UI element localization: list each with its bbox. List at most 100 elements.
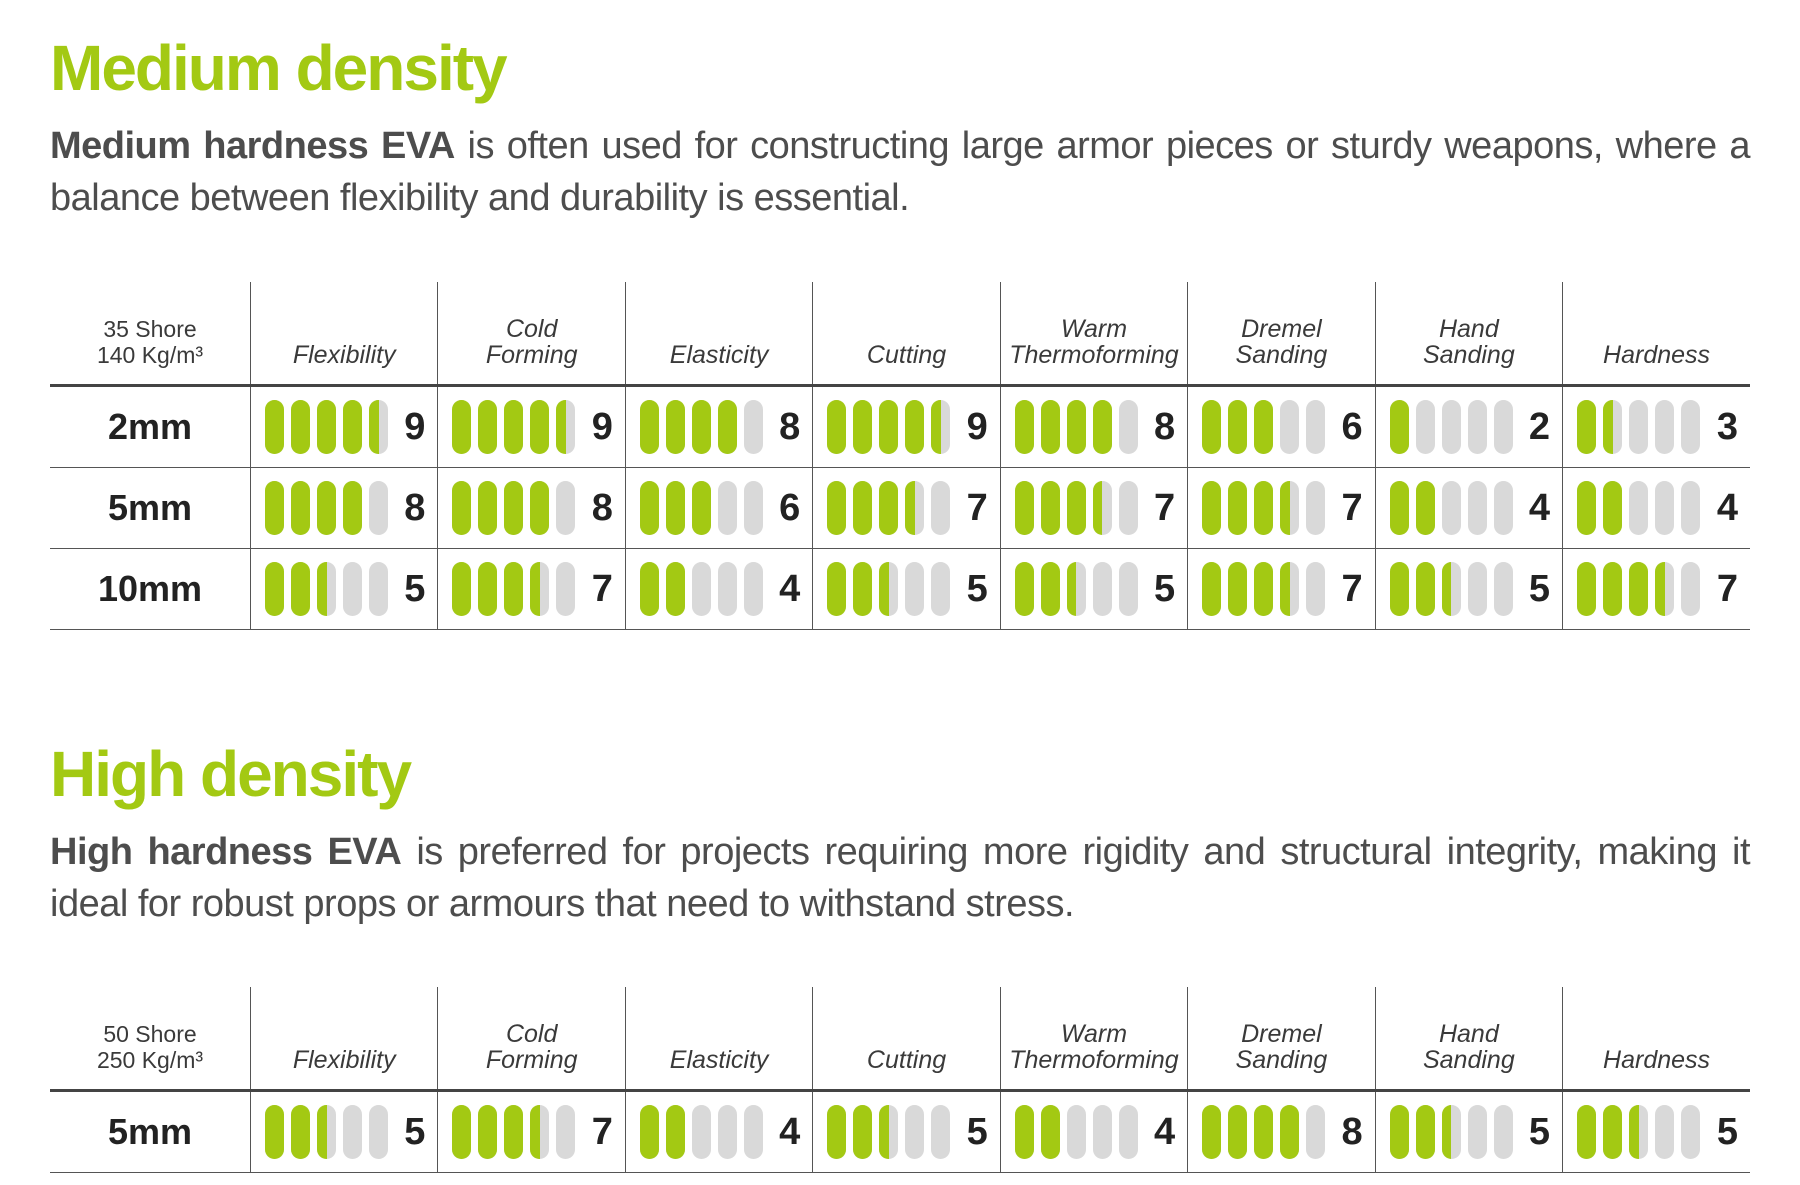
rating-segment <box>743 481 763 535</box>
rating-segment <box>639 1105 659 1159</box>
rating-segment <box>691 1105 711 1159</box>
rating-segment-fill <box>452 1105 472 1159</box>
rating: 7 <box>1563 562 1750 616</box>
column-header-line2: Elasticity <box>669 341 769 369</box>
shore-value: 35 Shore <box>103 316 197 342</box>
rating-segment <box>369 481 388 535</box>
rating: 4 <box>1001 1105 1187 1159</box>
rating-segment <box>905 400 925 454</box>
rating-cell: 5 <box>249 1090 438 1173</box>
rating-segment <box>1441 1105 1461 1159</box>
rating-segment <box>1040 562 1060 616</box>
rating-bars <box>1389 562 1513 616</box>
rating-bars <box>639 400 763 454</box>
header-row: 50 Shore 250 Kg/m³ Flexibility Cold Forming E… <box>50 987 1750 1092</box>
rating-score: 7 <box>1341 486 1363 529</box>
rating-segment <box>1118 1105 1138 1159</box>
rating-segment <box>827 562 847 616</box>
rating-bars <box>265 562 388 616</box>
rating-segment-fill <box>291 481 310 535</box>
spec-header: 35 Shore 140 Kg/m³ <box>50 282 251 387</box>
rating-cell: 5 <box>249 548 438 630</box>
rating-segment <box>665 562 685 616</box>
rating-segment-fill <box>1577 400 1597 454</box>
rating-segment-fill <box>1066 562 1077 616</box>
rating-segment <box>291 400 310 454</box>
section-title: Medium density <box>50 32 508 104</box>
rating-bars <box>1577 400 1701 454</box>
rating-segment <box>1306 481 1326 535</box>
rating-segment <box>1467 562 1487 616</box>
rating-segment-fill <box>1014 1105 1034 1159</box>
rating-score: 4 <box>1716 486 1738 529</box>
rating-segment <box>478 481 498 535</box>
rating-score: 8 <box>591 486 613 529</box>
rating-segment <box>931 400 951 454</box>
rating-segment <box>1655 481 1675 535</box>
rating-segment-fill <box>530 1105 540 1159</box>
column-header: Warm Thermoforming <box>999 282 1188 387</box>
rating-segment-fill <box>291 400 310 454</box>
rating-segment-fill <box>1603 481 1623 535</box>
rating-bars <box>1202 562 1326 616</box>
rating: 5 <box>251 562 437 616</box>
rating: 4 <box>1376 481 1562 535</box>
rating-segment <box>1467 1105 1487 1159</box>
rating-segment <box>1066 481 1086 535</box>
rating-bars <box>1014 481 1138 535</box>
column-header-line1: Hand <box>1438 315 1499 343</box>
rating-cell: 7 <box>812 467 1001 549</box>
rating-segment-fill <box>1415 562 1435 616</box>
rating-segment-fill <box>504 562 524 616</box>
section-description: High hardness EVA is preferred for proje… <box>50 826 1751 930</box>
rating-segment-fill <box>691 481 711 535</box>
rating-score: 5 <box>1716 1110 1738 1153</box>
rating-segment <box>291 481 310 535</box>
rating-segment <box>317 400 336 454</box>
column-header-line2: Flexibility <box>292 341 396 369</box>
rating-segment-fill <box>1415 481 1435 535</box>
rating-segment-fill <box>1603 1105 1623 1159</box>
rating-segment-fill <box>1655 562 1665 616</box>
rating-segment-fill <box>478 562 498 616</box>
rating-segment <box>879 1105 899 1159</box>
rating-segment <box>452 562 472 616</box>
rating-segment <box>369 562 388 616</box>
rating-segment <box>1118 400 1138 454</box>
rating-segment <box>639 400 659 454</box>
rating-segment <box>504 400 524 454</box>
rating: 8 <box>1001 400 1187 454</box>
rating-segment <box>291 1105 310 1159</box>
rating-segment <box>827 481 847 535</box>
column-header: Flexibility <box>249 282 438 387</box>
rating-segment <box>1655 400 1675 454</box>
column-header-line1: Warm <box>1060 315 1128 343</box>
rating-segment <box>905 1105 925 1159</box>
rating-segment-fill <box>530 481 550 535</box>
rating-segment-fill <box>1603 562 1623 616</box>
rating-segment <box>1280 400 1300 454</box>
rating-segment-fill <box>879 481 899 535</box>
rating-score: 7 <box>966 486 988 529</box>
rating-segment-fill <box>1603 400 1613 454</box>
description-bold: High hardness EVA <box>50 831 402 873</box>
rating-segment-fill <box>1254 562 1274 616</box>
rating-score: 5 <box>1528 567 1551 610</box>
rating-segment <box>905 562 925 616</box>
rating-segment-fill <box>1389 481 1409 535</box>
rating: 5 <box>1001 562 1187 616</box>
rating-segment <box>1467 481 1487 535</box>
rating-segment <box>1014 562 1034 616</box>
column-header-line1: Warm <box>1060 1020 1128 1048</box>
rating-cell: 3 <box>1562 385 1750 468</box>
rating-segment-fill <box>853 481 873 535</box>
rating-segment-fill <box>639 400 659 454</box>
rating-segment-fill <box>504 400 524 454</box>
table-row: 5mm 8 8 6 7 7 7 4 4 <box>50 467 1750 549</box>
rating-cell: 8 <box>249 467 438 549</box>
rating-score: 5 <box>404 567 426 610</box>
rating-segment-fill <box>1254 1105 1274 1159</box>
rating-segment <box>905 481 925 535</box>
rating-bars <box>1577 562 1701 616</box>
rating: 6 <box>1188 400 1374 454</box>
